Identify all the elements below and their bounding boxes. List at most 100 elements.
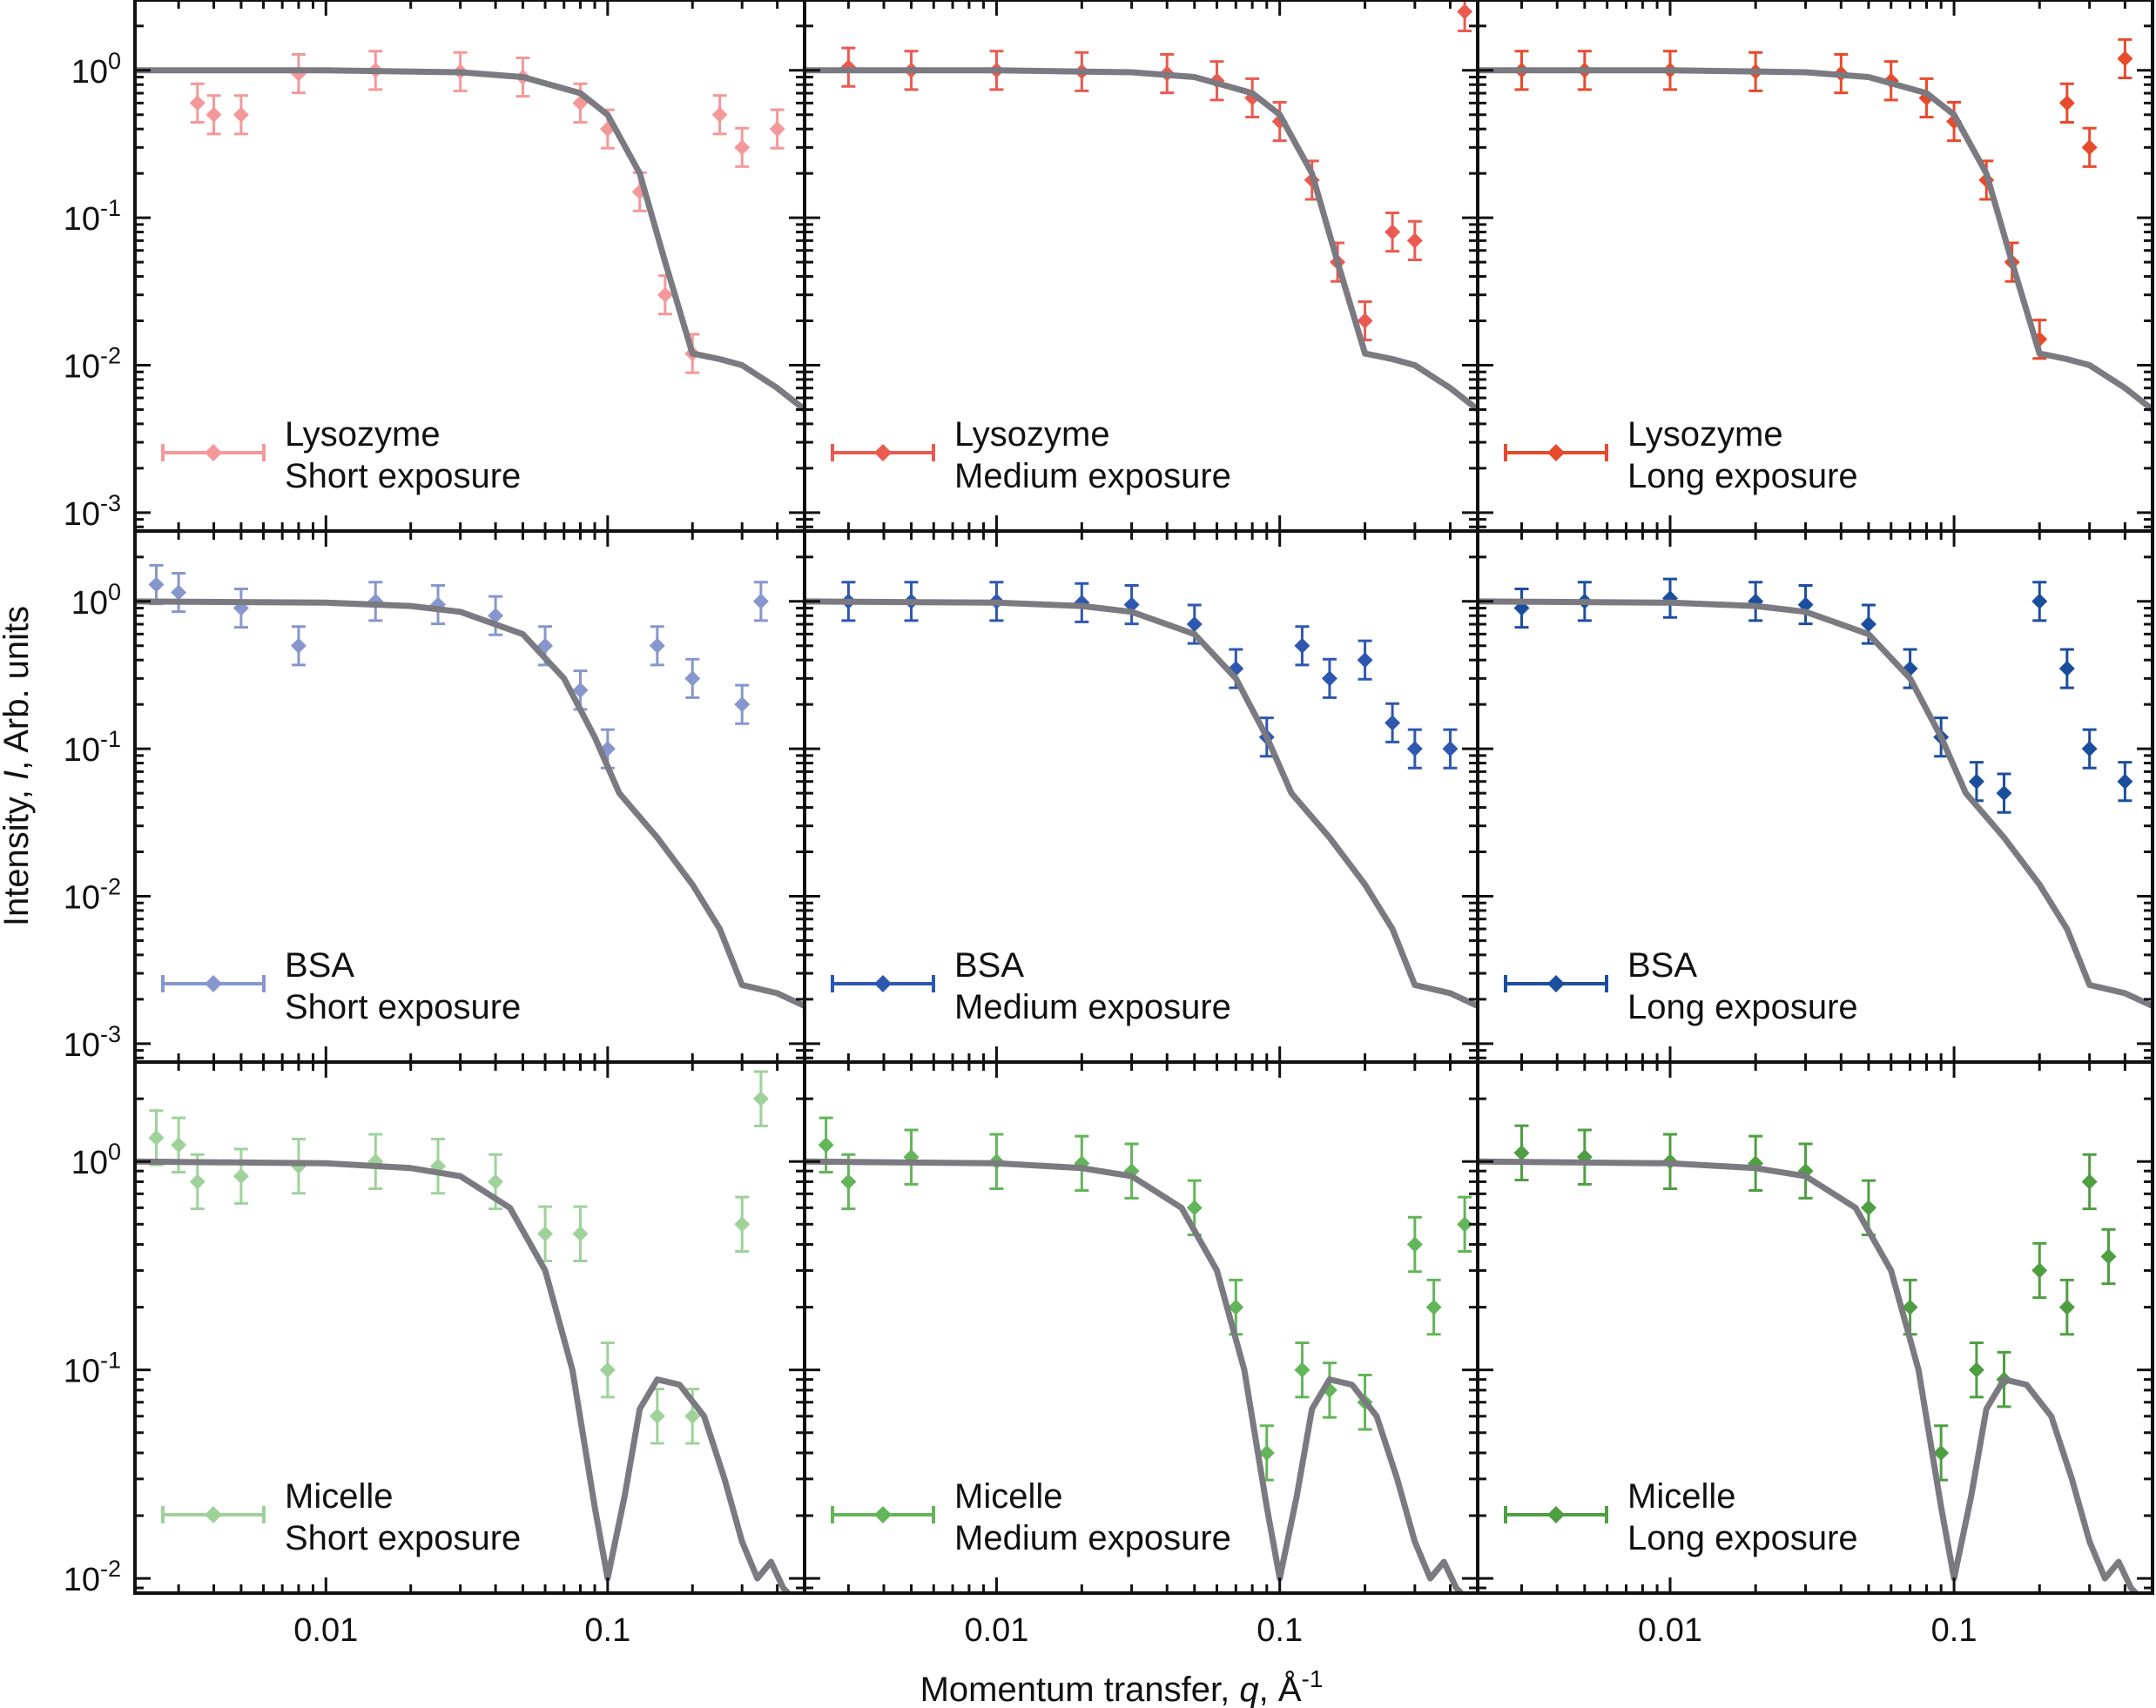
legend-exposure: Long exposure xyxy=(1627,988,1858,1026)
plot-area xyxy=(805,0,1478,413)
data-point xyxy=(1186,616,1203,633)
data-point xyxy=(2100,1248,2117,1265)
data-point xyxy=(734,696,751,713)
plot-area xyxy=(1478,1124,2140,1593)
legend-sample: Lysozyme xyxy=(954,415,1110,454)
data-point xyxy=(711,106,728,123)
data-point xyxy=(171,1137,187,1153)
data-point xyxy=(1228,1299,1244,1315)
data-point xyxy=(1186,1200,1203,1216)
y-tick-label: 10-2 xyxy=(64,1556,121,1598)
plot-area xyxy=(1478,577,2153,1009)
data-point xyxy=(572,1226,589,1242)
plot-area xyxy=(135,563,805,1009)
y-tick-label-base: 10 xyxy=(64,879,100,916)
legend-exposure: Long exposure xyxy=(1627,457,1858,495)
y-tick-label-exponent: -2 xyxy=(100,1556,121,1582)
data-point xyxy=(1933,1444,1950,1461)
data-point xyxy=(1968,1362,1984,1378)
data-point xyxy=(189,95,205,111)
y-tick-label-exponent: 0 xyxy=(108,1139,121,1165)
y-tick-label-base: 10 xyxy=(71,1145,108,1181)
data-point xyxy=(2031,593,2048,609)
legend-exposure: Long exposure xyxy=(1627,1519,1858,1557)
plot-area xyxy=(1478,37,2153,413)
data-point xyxy=(752,593,769,609)
data-point xyxy=(649,1408,665,1424)
legend-exposure: Medium exposure xyxy=(954,457,1231,495)
data-point xyxy=(2117,773,2133,790)
x-axis-label-suffix: , Å xyxy=(1259,1670,1302,1708)
legend-sample: Micelle xyxy=(1627,1477,1735,1516)
data-point xyxy=(572,682,589,698)
y-tick-label-exponent: -2 xyxy=(100,873,121,899)
y-tick-label-exponent: -1 xyxy=(100,195,121,221)
y-tick-label: 10-1 xyxy=(64,726,121,769)
data-point xyxy=(2081,139,2098,156)
legend-marker xyxy=(1547,1506,1565,1523)
x-axis-label-prefix: Momentum transfer, xyxy=(920,1671,1240,1708)
y-axis-label-suffix: , Arb. units xyxy=(0,606,36,770)
legend-exposure: Short exposure xyxy=(285,1519,521,1557)
legend-exposure: Short exposure xyxy=(285,457,521,495)
fit-line xyxy=(135,1158,792,1593)
x-axis-label-sup: -1 xyxy=(1302,1665,1324,1692)
data-point xyxy=(2058,95,2075,111)
data-point xyxy=(657,286,673,303)
data-point xyxy=(1902,1299,1918,1315)
y-tick-label-base: 10 xyxy=(64,732,100,769)
fit-line xyxy=(135,67,805,413)
y-tick-label: 10-3 xyxy=(64,1021,121,1064)
legend-exposure: Medium exposure xyxy=(954,1519,1231,1557)
legend-exposure: Medium exposure xyxy=(954,988,1231,1026)
data-point xyxy=(734,139,751,156)
plot-area xyxy=(135,1070,792,1593)
data-point xyxy=(2058,661,2075,677)
y-tick-label-exponent: -1 xyxy=(100,726,121,752)
data-point xyxy=(1406,741,1423,757)
data-point xyxy=(2058,1299,2075,1315)
y-tick-label-exponent: -3 xyxy=(100,1021,121,1047)
legend-sample: Lysozyme xyxy=(1627,415,1783,454)
x-tick-label: 0.1 xyxy=(1931,1612,1977,1649)
data-point xyxy=(818,1137,834,1153)
data-point xyxy=(1258,1444,1275,1461)
data-point xyxy=(2081,1173,2098,1190)
legend-marker xyxy=(1547,444,1565,461)
plot-area xyxy=(135,50,805,413)
fit-line xyxy=(805,598,1478,1009)
y-tick-label-exponent: 0 xyxy=(108,579,121,605)
data-point xyxy=(537,1226,554,1242)
data-point xyxy=(290,637,307,654)
plot-area xyxy=(805,581,1478,1009)
data-point xyxy=(148,576,165,593)
legend-marker xyxy=(874,1506,892,1523)
data-point xyxy=(2081,741,2098,757)
y-tick-label: 100 xyxy=(71,1139,121,1181)
data-point xyxy=(1385,715,1401,731)
data-point xyxy=(684,670,701,687)
legend-marker xyxy=(1547,975,1565,992)
y-tick-label-base: 10 xyxy=(64,1354,100,1390)
y-tick-label-exponent: 0 xyxy=(108,48,121,74)
x-tick-label: 0.01 xyxy=(1638,1612,1702,1649)
panel-frame xyxy=(1476,1060,2154,1595)
x-tick-label: 0.01 xyxy=(964,1612,1028,1649)
fit-line xyxy=(805,1158,1465,1593)
legend-marker xyxy=(874,444,892,461)
y-tick-label: 10-1 xyxy=(64,195,121,238)
